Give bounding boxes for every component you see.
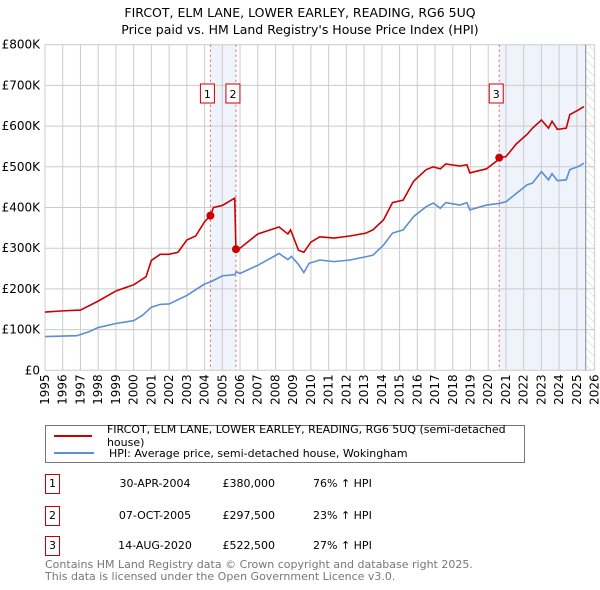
x-tick-label: 2014 [375, 374, 389, 405]
x-tick-label: 1995 [38, 374, 52, 405]
legend-swatch-blue [54, 452, 94, 454]
x-tick-label: 2020 [481, 374, 495, 405]
y-tick-label: £500K [2, 160, 42, 174]
sale-price: £380,000 [222, 477, 276, 490]
x-tick-label: 2022 [517, 374, 531, 405]
sale-date: 30-APR-2004 [119, 477, 191, 490]
sale-point [495, 153, 504, 162]
y-tick-label: £400K [2, 201, 42, 215]
x-tick-label: 1999 [109, 374, 123, 405]
sale-marker-box [488, 83, 504, 104]
sale-row: 2 07-OCT-2005 £297,500 23% ↑ HPI [45, 506, 445, 526]
legend-item-hpi: HPI: Average price, semi-detached house,… [54, 445, 408, 461]
x-tick-label: 2008 [268, 374, 282, 405]
legend-label-property: FIRCOT, ELM LANE, LOWER EARLEY, READING,… [106, 423, 506, 449]
chart-title: FIRCOT, ELM LANE, LOWER EARLEY, READING,… [124, 5, 475, 20]
x-tick-label: 1996 [56, 374, 70, 405]
sale-point [206, 211, 215, 220]
sale-date: 14-AUG-2020 [118, 539, 192, 552]
sale-marker-label: 2 [229, 88, 236, 101]
x-tick-label: 2024 [552, 374, 566, 405]
sale-date: 07-OCT-2005 [118, 509, 192, 522]
sale-marker-badge: 1 [45, 474, 60, 494]
x-tick-label: 2005 [215, 374, 229, 405]
y-tick-label: £300K [2, 241, 42, 255]
x-tick-label: 2002 [162, 374, 176, 405]
sale-marker-label: 1 [204, 88, 211, 101]
legend-item-property: FIRCOT, ELM LANE, LOWER EARLEY, READING,… [54, 423, 524, 449]
sale-hpi-change: 23% ↑ HPI [313, 509, 372, 522]
series-line [44, 162, 585, 338]
x-tick-label: 2003 [180, 374, 194, 405]
x-tick-label: 2018 [446, 374, 460, 405]
x-tick-label: 2004 [198, 374, 212, 405]
x-tick-label: 2025 [570, 374, 584, 405]
y-tick-label: £700K [2, 78, 42, 92]
x-tick-label: 2016 [410, 374, 424, 405]
footer: Contains HM Land Registry data © Crown c… [45, 559, 473, 583]
x-tick-label: 1997 [73, 374, 87, 405]
legend: FIRCOT, ELM LANE, LOWER EARLEY, READING,… [45, 423, 525, 463]
y-tick-label: £0 [25, 363, 40, 377]
x-tick-label: 2021 [499, 374, 513, 405]
sale-point [231, 245, 240, 254]
x-tick-label: 1998 [91, 374, 105, 405]
sale-row: 3 14-AUG-2020 £522,500 27% ↑ HPI [45, 536, 445, 556]
sale-marker-box [225, 83, 241, 104]
x-tick-label: 2007 [251, 374, 265, 405]
sale-hpi-change: 76% ↑ HPI [313, 477, 372, 490]
sale-marker-label: 3 [493, 88, 500, 101]
x-tick-label: 2000 [127, 374, 141, 405]
chart-subtitle: Price paid vs. HM Land Registry's House … [121, 22, 478, 37]
sale-hpi-change: 27% ↑ HPI [313, 539, 372, 552]
x-tick-label: 2009 [286, 374, 300, 405]
x-tick-label: 2019 [463, 374, 477, 405]
legend-swatch-red [54, 435, 92, 437]
x-tick-label: 2026 [588, 374, 600, 405]
x-tick-label: 2010 [304, 374, 318, 405]
x-tick-label: 2015 [393, 374, 407, 405]
x-tick-label: 2013 [357, 374, 371, 405]
sale-price: £522,500 [222, 539, 276, 552]
x-tick-label: 2001 [144, 374, 158, 405]
y-tick-label: £600K [2, 119, 42, 133]
sale-marker-badge: 3 [45, 536, 60, 556]
x-tick-label: 2011 [322, 374, 336, 405]
y-tick-label: £200K [2, 282, 42, 296]
legend-label-hpi: HPI: Average price, semi-detached house,… [109, 446, 408, 460]
footer-licence: This data is licensed under the Open Gov… [45, 570, 396, 583]
y-tick-label: £100K [2, 323, 42, 337]
series-line [44, 105, 585, 313]
y-tick-label: £800K [2, 38, 42, 52]
price-chart: FIRCOT, ELM LANE, LOWER EARLEY, READING,… [2, 5, 600, 405]
x-tick-label: 2006 [233, 374, 247, 405]
sale-marker-box [199, 83, 215, 104]
x-tick-label: 2012 [339, 374, 353, 405]
sale-price: £297,500 [222, 509, 276, 522]
x-tick-label: 2023 [534, 374, 548, 405]
x-tick-label: 2017 [428, 374, 442, 405]
footer-copyright: Contains HM Land Registry data © Crown c… [45, 558, 473, 571]
sale-marker-badge: 2 [45, 506, 60, 526]
sale-row: 1 30-APR-2004 £380,000 76% ↑ HPI [45, 474, 445, 494]
